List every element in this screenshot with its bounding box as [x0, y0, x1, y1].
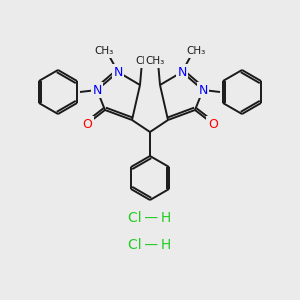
Text: CH₃: CH₃ [135, 56, 154, 66]
Text: Cl — H: Cl — H [128, 238, 172, 252]
Text: N: N [113, 65, 123, 79]
Text: CH₃: CH₃ [94, 46, 114, 56]
Text: CH₃: CH₃ [146, 56, 165, 66]
Text: N: N [92, 83, 102, 97]
Text: CH₃: CH₃ [186, 46, 206, 56]
Text: Cl — H: Cl — H [128, 211, 172, 225]
Text: O: O [208, 118, 218, 130]
Text: N: N [198, 83, 208, 97]
Text: O: O [82, 118, 92, 130]
Text: N: N [177, 65, 187, 79]
